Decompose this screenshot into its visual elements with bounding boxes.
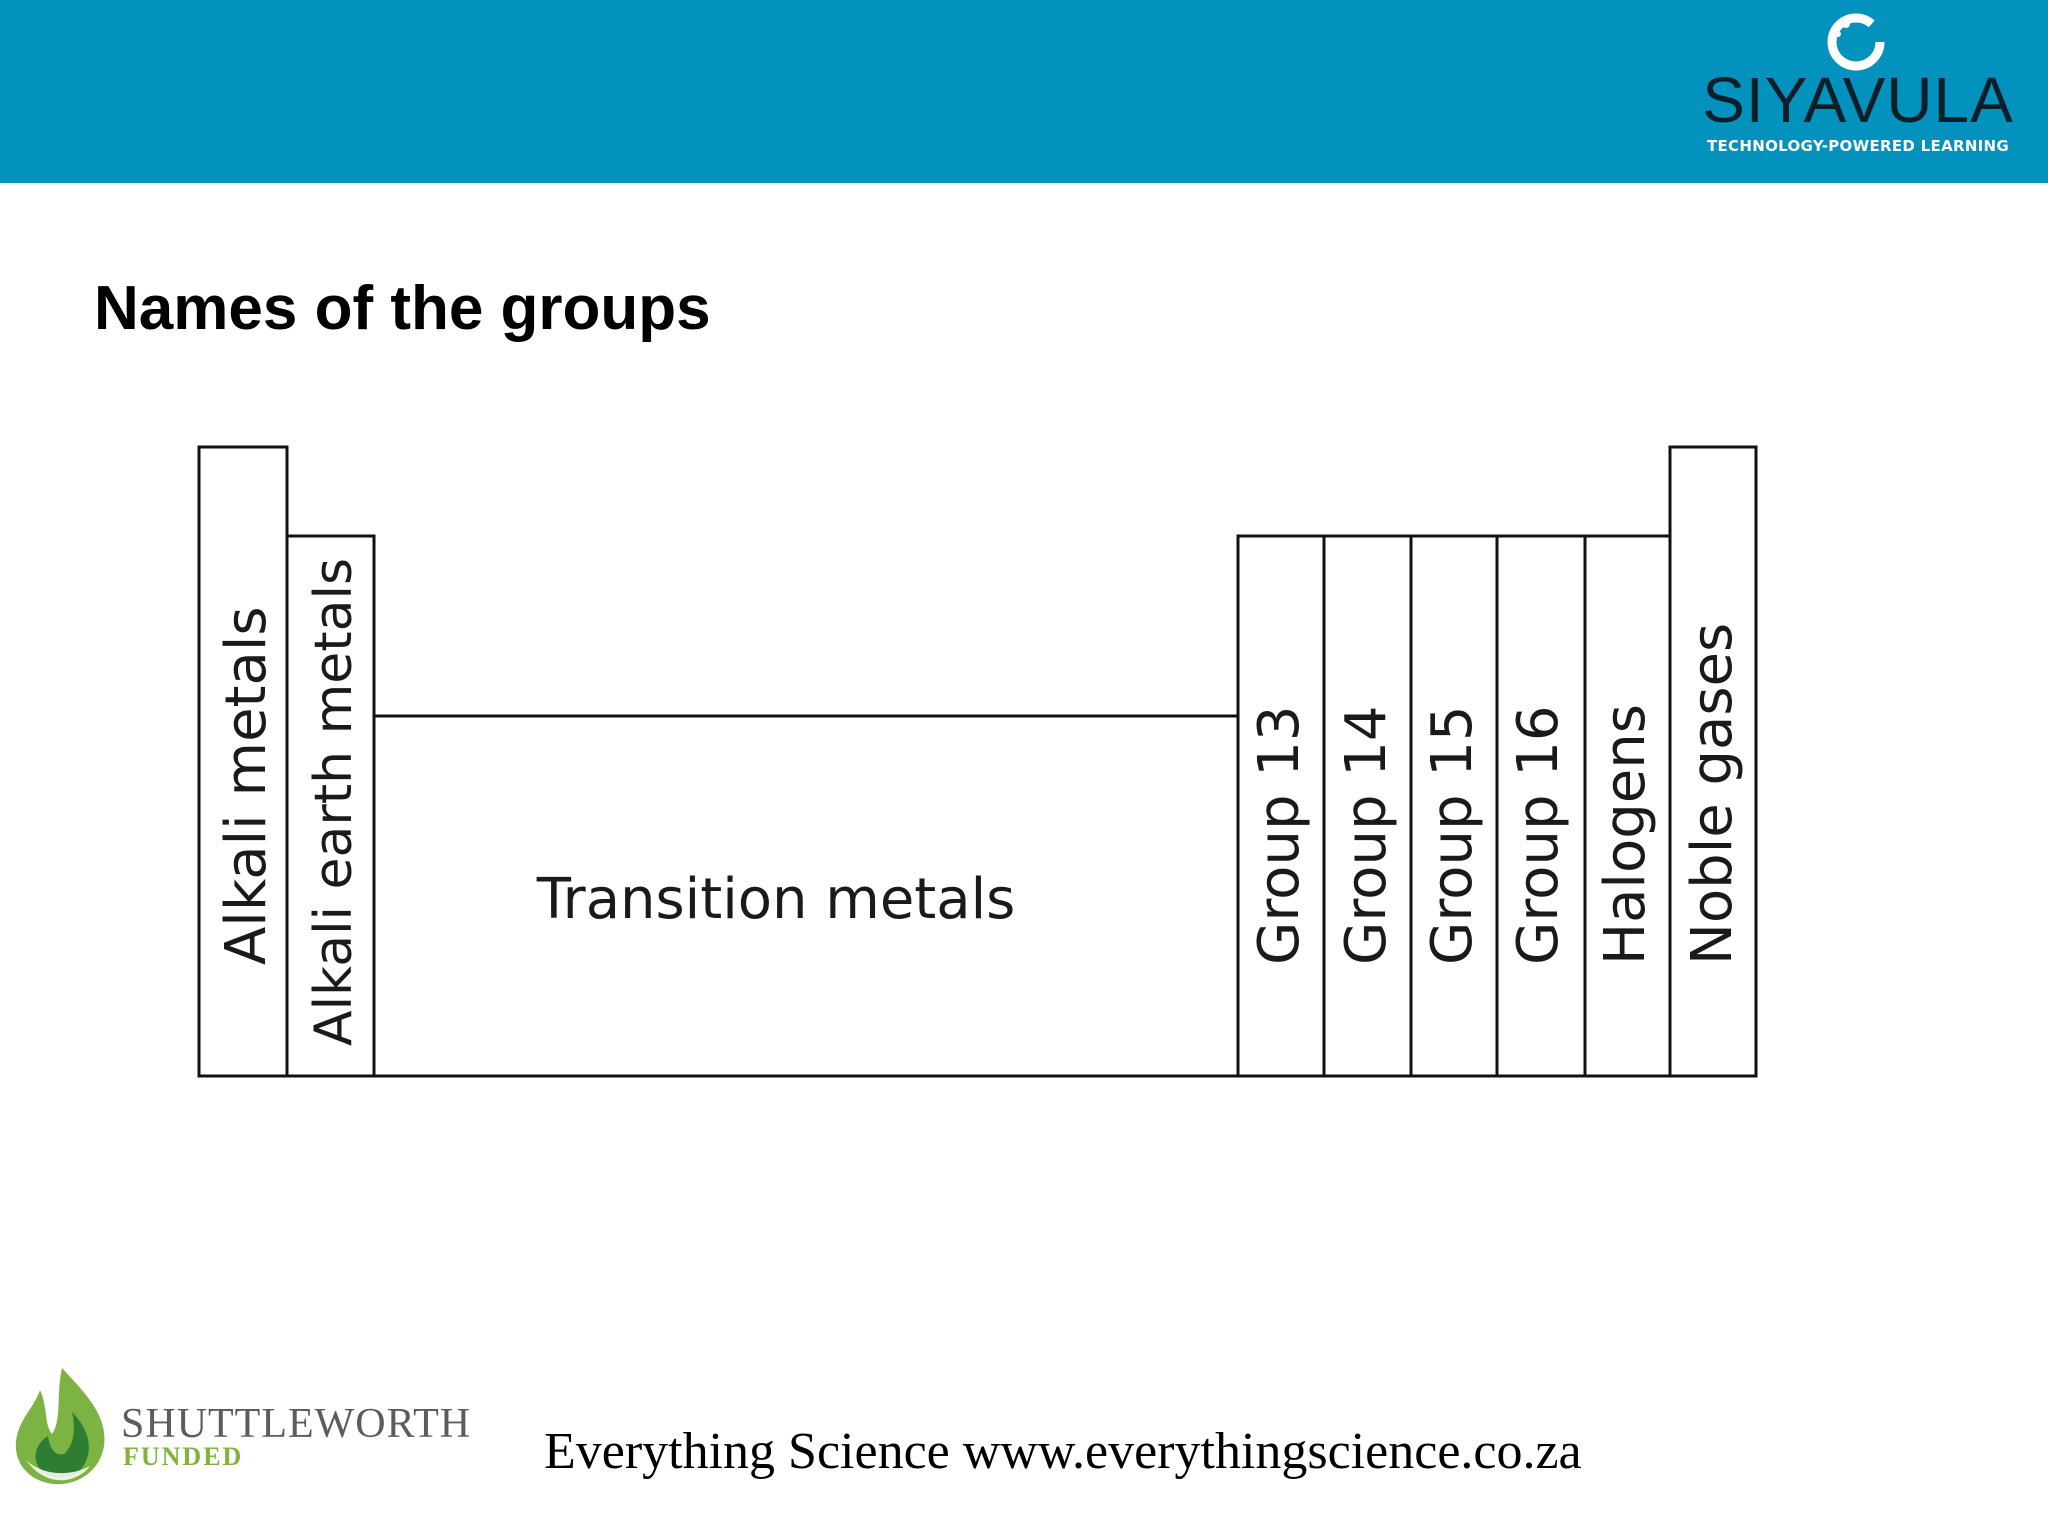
group-13-label: Group 13	[1247, 705, 1312, 965]
noble-gases-label: Noble gases	[1680, 623, 1745, 965]
transition-metals-label: Transition metals	[536, 867, 1016, 932]
header-banner: SIYAVULA TECHNOLOGY-POWERED LEARNING	[0, 0, 2048, 183]
siyavula-ring-icon	[1827, 13, 1885, 71]
flame-icon	[15, 1368, 105, 1485]
group-16-label: Group 16	[1506, 705, 1571, 965]
noble-gases-column	[1668, 445, 1758, 1078]
shuttleworth-wordmark: SHUTTLEWORTH	[121, 1401, 472, 1447]
slide-title: Names of the groups	[94, 274, 711, 343]
siyavula-wordmark: SIYAVULA	[1702, 64, 2014, 136]
halogens-label: Halogens	[1593, 704, 1658, 965]
alkali-earth-metals-label: Alkali earth metals	[304, 558, 364, 1046]
footer-text: Everything Science www.everythingscience…	[544, 1423, 1582, 1480]
siyavula-logo: SIYAVULA TECHNOLOGY-POWERED LEARNING	[1682, 6, 2034, 166]
funded-label: FUNDED	[123, 1442, 244, 1471]
shuttleworth-logo: SHUTTLEWORTH FUNDED	[10, 1364, 480, 1490]
alkali-metals-label: Alkali metals	[214, 606, 279, 965]
group-15-label: Group 15	[1420, 705, 1485, 965]
siyavula-tagline: TECHNOLOGY-POWERED LEARNING	[1706, 137, 2010, 155]
group-14-label: Group 14	[1334, 705, 1399, 965]
